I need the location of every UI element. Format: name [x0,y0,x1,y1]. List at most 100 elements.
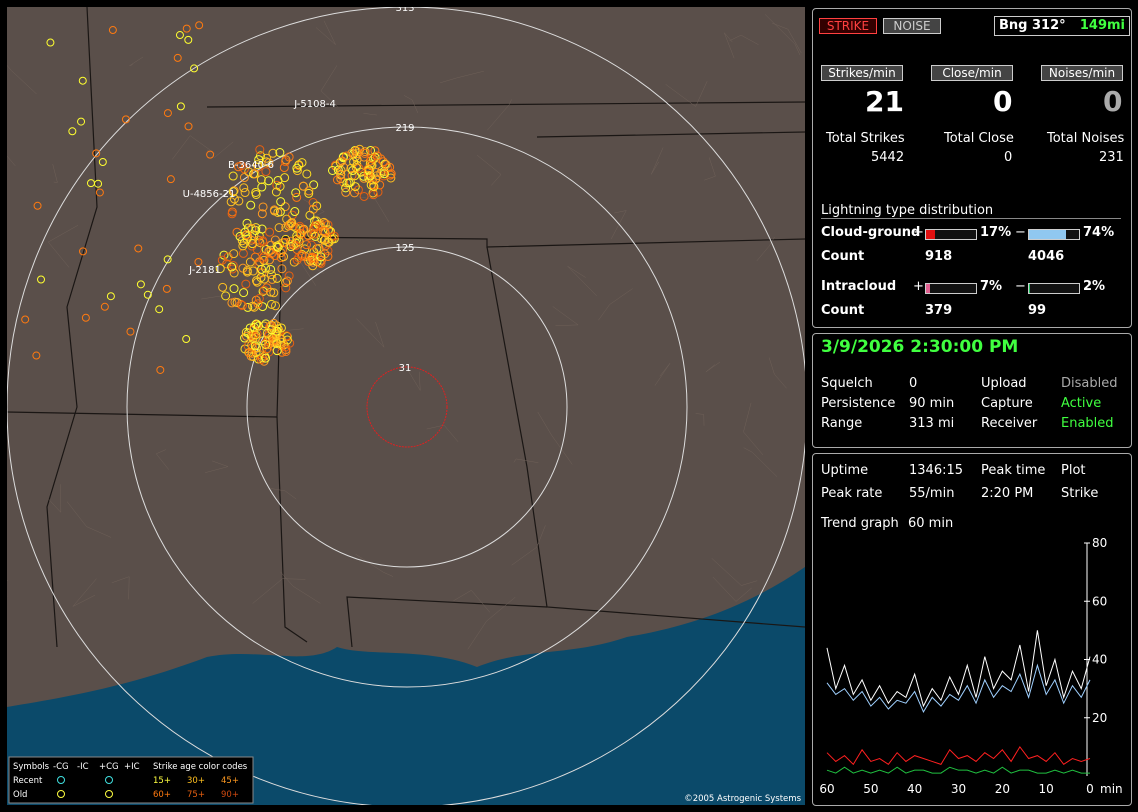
dist-title: Lightning type distribution [821,203,1121,219]
strike [250,341,260,351]
strike [246,200,256,210]
county-line [129,56,144,66]
strike-button[interactable]: STRIKE [819,18,877,34]
strike [266,299,276,309]
legend: Symbols -CG -IC +CG +IC Strike age color… [8,756,254,804]
strike [286,242,296,252]
info-text: Range [821,416,863,431]
noise-button[interactable]: NOISE [883,18,941,34]
sign: + [913,279,924,294]
strike [264,158,274,168]
strike [275,181,285,191]
count-label: Count [821,303,865,318]
strike [256,175,266,185]
strike [250,169,260,179]
info-text: Disabled [1061,376,1118,391]
strike [272,273,282,283]
rate-label: Close/min [931,65,1013,81]
strike [98,158,107,167]
rate-label: Noises/min [1041,65,1123,81]
strike [241,279,251,289]
trend-line [826,745,1091,766]
strike [79,247,88,256]
strike [175,31,184,40]
strike [228,187,238,197]
water [7,567,805,805]
county-line [439,70,484,84]
strike [316,234,326,244]
status-panel: 3/9/2026 2:30:00 PM Squelch 0 Upload Disabl… [812,333,1132,448]
county-line [712,576,752,602]
strike [263,335,273,345]
county-line [743,402,764,456]
strike [239,288,249,298]
strike [258,202,268,212]
strike [320,249,330,259]
strike [240,227,250,237]
strike [292,255,302,265]
sign: + [913,225,924,240]
y-tick-label: 80 [1092,536,1107,550]
strike [292,163,302,173]
strike [162,284,171,293]
county-line [695,413,705,426]
strike [251,332,261,342]
x-tick-label: 20 [995,782,1010,796]
strike [253,299,263,309]
legend-text: 60+ [153,790,171,800]
strike [365,159,375,169]
strike [252,160,262,170]
ring-label: 31 [399,363,412,374]
strike [100,302,109,311]
strike [163,255,172,264]
strike [312,201,322,211]
strike [272,241,282,251]
datetime: 3/9/2026 2:30:00 PM [821,337,1019,357]
legend-text: 90+ [221,790,239,800]
county-line [66,501,112,538]
strike [267,320,277,330]
strike [386,169,396,179]
strike [254,294,264,304]
info-text: Enabled [1061,416,1114,431]
stats-panel: STRIKE NOISE Bng 312° 149mi Strikes/min C… [812,8,1132,328]
strike [274,240,284,250]
strike [265,227,275,237]
range-ring [246,246,568,568]
strike [261,263,271,273]
strike [37,275,46,284]
x-tick-label: 30 [951,782,966,796]
strike [68,127,77,136]
pct-bar [925,283,977,294]
strike [263,339,273,349]
strike [287,218,297,228]
x-tick-label: 40 [907,782,922,796]
county-line [252,578,306,604]
strike [323,246,333,256]
trend-label: Trend graph [821,516,899,531]
strike [277,264,287,274]
total-label: Total Noises [1047,131,1125,146]
dist-row-name: Cloud-ground [821,225,921,240]
info-text: 1346:15 [909,463,964,478]
strike [261,353,271,363]
strikes [21,21,396,374]
strike [310,221,320,231]
strike [126,327,135,336]
legend-text: 15+ [153,776,171,786]
pct-label: 17% [980,225,1012,240]
strike [155,305,164,314]
strike [276,337,286,347]
storm-label: U-4856-21 [183,189,236,200]
strike [268,148,278,158]
strike [309,180,319,190]
strike [258,236,268,246]
strike [285,338,295,348]
strike [276,197,286,207]
strike [108,26,117,35]
count: 918 [925,249,953,264]
legend-text: +IC [124,762,140,772]
info-text: Persistence [821,396,896,411]
strike [366,154,376,164]
strike [264,246,274,256]
